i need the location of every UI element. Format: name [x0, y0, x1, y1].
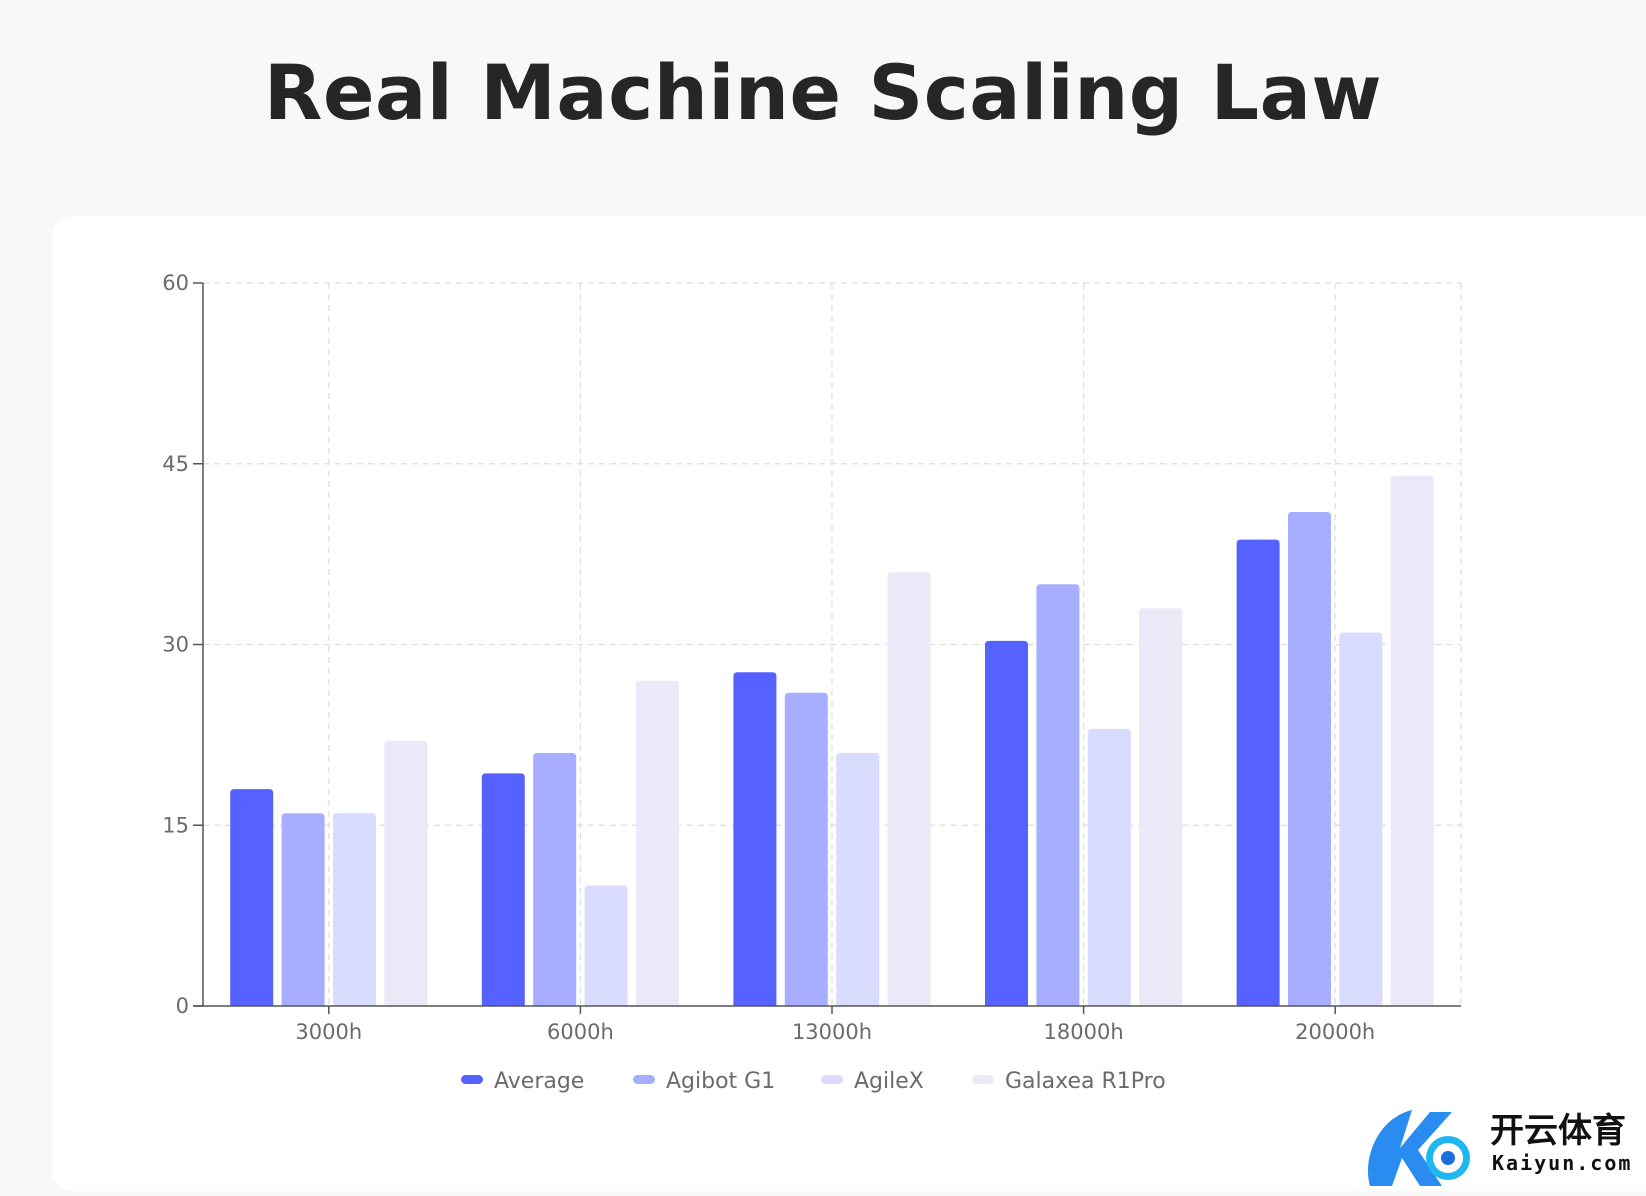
legend-label: Agibot G1 [666, 1069, 775, 1094]
y-tick-label: 0 [176, 994, 189, 1018]
bar-agibot-g1-6000h [533, 752, 577, 1006]
x-tick-label: 6000h [547, 1020, 614, 1044]
bar-average-18000h [985, 640, 1028, 1006]
legend-label: AgileX [854, 1069, 924, 1094]
bar-agilex-13000h [836, 752, 880, 1006]
bar-average-20000h [1236, 539, 1280, 1006]
bar-agilex-20000h [1339, 632, 1383, 1006]
bar-galaxea-r1pro-20000h [1390, 475, 1434, 1006]
kaiyun-watermark: 开云体育 Kaiyun.com [1367, 1110, 1632, 1186]
x-tick-label: 13000h [792, 1020, 872, 1044]
y-tick-label: 15 [162, 813, 189, 837]
y-tick-label: 60 [162, 271, 189, 295]
bar-agibot-g1-18000h [1036, 584, 1080, 1006]
bar-average-3000h [230, 789, 274, 1006]
kaiyun-logo-icon [1367, 1110, 1470, 1186]
bar-average-6000h [481, 773, 525, 1006]
bar-agilex-6000h [584, 885, 628, 1006]
legend-swatch-average [461, 1075, 483, 1084]
x-tick-label: 3000h [295, 1020, 362, 1044]
bar-average-13000h [733, 672, 777, 1006]
bar-agilex-18000h [1087, 728, 1131, 1006]
bar-agibot-g1-3000h [281, 813, 325, 1006]
bar-galaxea-r1pro-6000h [636, 680, 679, 1006]
x-tick-label: 20000h [1295, 1020, 1375, 1044]
x-tick-label: 18000h [1044, 1020, 1124, 1044]
bar-agilex-3000h [333, 813, 376, 1006]
chart-title: Real Machine Scaling Law [263, 48, 1383, 137]
bar-galaxea-r1pro-3000h [384, 740, 428, 1006]
watermark-chinese-text: 开云体育 [1490, 1111, 1626, 1151]
legend-label: Average [494, 1069, 584, 1094]
bar-agibot-g1-13000h [784, 692, 828, 1006]
bar-galaxea-r1pro-13000h [887, 572, 931, 1006]
bar-galaxea-r1pro-18000h [1139, 608, 1183, 1006]
legend-swatch-agibot-g1 [633, 1075, 655, 1084]
watermark-latin-text: Kaiyun.com [1492, 1151, 1632, 1175]
y-tick-label: 45 [162, 452, 189, 476]
legend-label: Galaxea R1Pro [1005, 1069, 1166, 1094]
bar-agibot-g1-20000h [1288, 511, 1331, 1006]
legend-swatch-galaxea-r1pro [972, 1075, 994, 1084]
legend-swatch-agilex [821, 1075, 843, 1084]
y-tick-label: 30 [162, 633, 189, 657]
